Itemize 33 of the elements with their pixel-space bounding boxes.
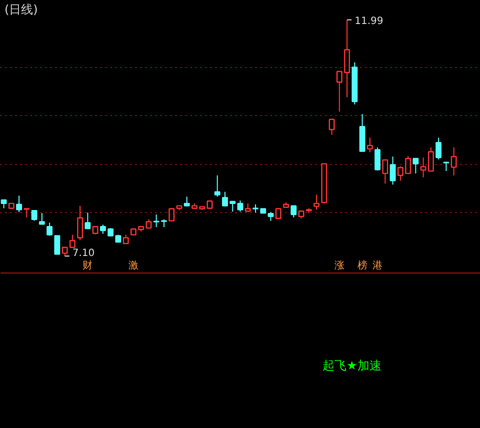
candlestick	[382, 159, 388, 184]
candlestick	[54, 235, 60, 255]
candlestick	[443, 161, 450, 172]
text: 财	[82, 260, 93, 272]
candlestick	[390, 156, 396, 186]
candlestick	[16, 195, 22, 213]
candlestick	[77, 205, 84, 241]
candlestick	[237, 200, 244, 212]
candlestick	[314, 194, 320, 210]
chart-title: (日线)	[4, 2, 38, 16]
annotation: 11.99	[354, 16, 384, 27]
candlestick	[436, 137, 442, 160]
candlestick	[450, 146, 457, 176]
text: 港	[372, 260, 383, 272]
annotation: 7.10	[72, 248, 95, 260]
text: 激	[128, 260, 138, 272]
candlestick	[214, 174, 220, 198]
candlestick	[275, 208, 282, 219]
candlestick	[31, 210, 38, 222]
candlestick	[69, 234, 76, 248]
candlestick	[328, 118, 335, 136]
candlestick	[168, 208, 175, 222]
candlestick	[184, 196, 190, 207]
candlestick	[84, 212, 91, 230]
candlestick	[412, 158, 419, 174]
candlestick	[374, 146, 380, 172]
candlestick	[366, 137, 373, 153]
candlestick	[290, 205, 297, 218]
candlestick	[46, 222, 53, 236]
text: 涨	[334, 260, 344, 272]
text: 榜	[357, 260, 368, 272]
text: 起飞★加速	[322, 358, 382, 372]
candlestick	[38, 212, 45, 225]
